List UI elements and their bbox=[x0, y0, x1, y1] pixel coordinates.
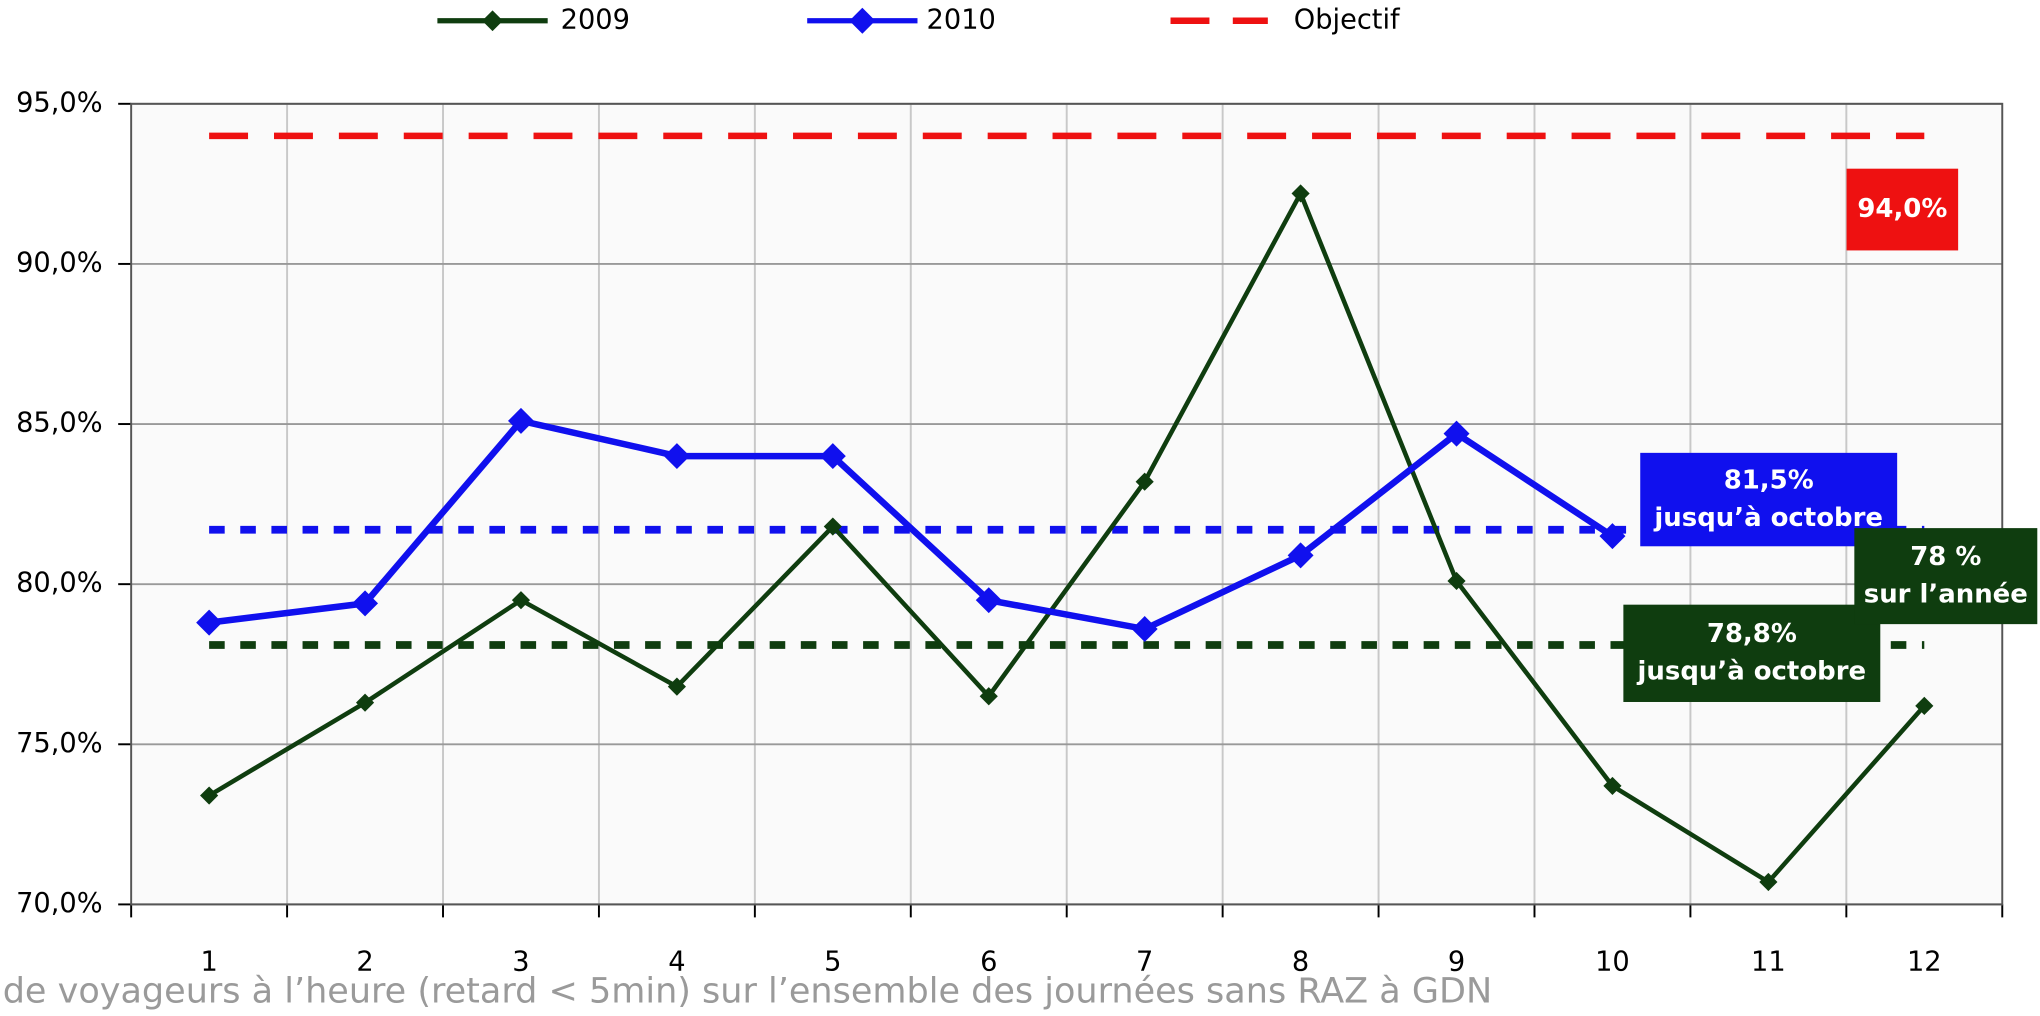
x-tick-label: 1 bbox=[200, 946, 217, 977]
annotation-box bbox=[1846, 168, 1959, 251]
annotation-text: jusqu’à octobre bbox=[1637, 657, 1867, 687]
series-line bbox=[208, 417, 1615, 633]
x-tick-label: 2 bbox=[356, 946, 373, 977]
marker bbox=[975, 587, 1002, 614]
x-tick-label: 9 bbox=[1448, 946, 1465, 977]
marker bbox=[1291, 184, 1310, 203]
legend-label: 2010 bbox=[927, 4, 996, 35]
annotation-text: 78,8% bbox=[1707, 619, 1797, 649]
marker bbox=[819, 443, 846, 470]
x-tick-label: 4 bbox=[668, 946, 685, 977]
y-tick-label: 70,0% bbox=[16, 888, 103, 919]
annotation-text: sur l’année bbox=[1864, 579, 2028, 609]
marker bbox=[1759, 872, 1778, 892]
marker bbox=[511, 591, 531, 610]
legend-label: 2009 bbox=[561, 4, 630, 35]
marker bbox=[1443, 420, 1470, 447]
y-tick-label: 75,0% bbox=[16, 728, 103, 759]
y-tick-label: 80,0% bbox=[16, 568, 103, 599]
legend-marker bbox=[482, 10, 503, 32]
annotation-box bbox=[1623, 604, 1881, 702]
x-tick-label: 3 bbox=[512, 946, 529, 977]
plot-border bbox=[130, 102, 2004, 906]
y-tick-label: 95,0% bbox=[16, 87, 103, 118]
legend-label: Objectif bbox=[1294, 4, 1401, 35]
marker bbox=[1915, 696, 1934, 715]
series-line bbox=[207, 188, 1927, 885]
annotation-text: jusqu’à octobre bbox=[1653, 503, 1883, 533]
x-tick-label: 12 bbox=[1907, 946, 1942, 977]
footnote: de voyageurs à l’heure (retard < 5min) s… bbox=[3, 971, 1492, 1012]
marker bbox=[196, 609, 223, 636]
marker bbox=[355, 693, 375, 712]
marker bbox=[1135, 472, 1154, 491]
marker bbox=[823, 517, 842, 536]
marker bbox=[663, 443, 690, 470]
x-tick-label: 8 bbox=[1292, 946, 1309, 977]
annotation-text: 81,5% bbox=[1724, 465, 1814, 495]
x-tick-label: 11 bbox=[1751, 946, 1786, 977]
y-tick-label: 85,0% bbox=[16, 408, 103, 439]
legend-marker bbox=[849, 7, 876, 34]
annotation-text: 94,0% bbox=[1857, 194, 1947, 224]
marker bbox=[979, 687, 998, 706]
marker bbox=[352, 590, 379, 617]
marker bbox=[1603, 776, 1622, 796]
x-tick-label: 7 bbox=[1136, 946, 1153, 977]
annotation-box bbox=[1854, 528, 2038, 625]
annotation-text: 78 % bbox=[1910, 542, 1981, 572]
marker bbox=[1447, 571, 1466, 591]
y-tick-label: 90,0% bbox=[16, 247, 103, 278]
x-tick-label: 6 bbox=[980, 946, 997, 977]
x-tick-label: 10 bbox=[1595, 946, 1630, 977]
marker bbox=[667, 677, 686, 696]
x-tick-label: 5 bbox=[824, 946, 841, 977]
